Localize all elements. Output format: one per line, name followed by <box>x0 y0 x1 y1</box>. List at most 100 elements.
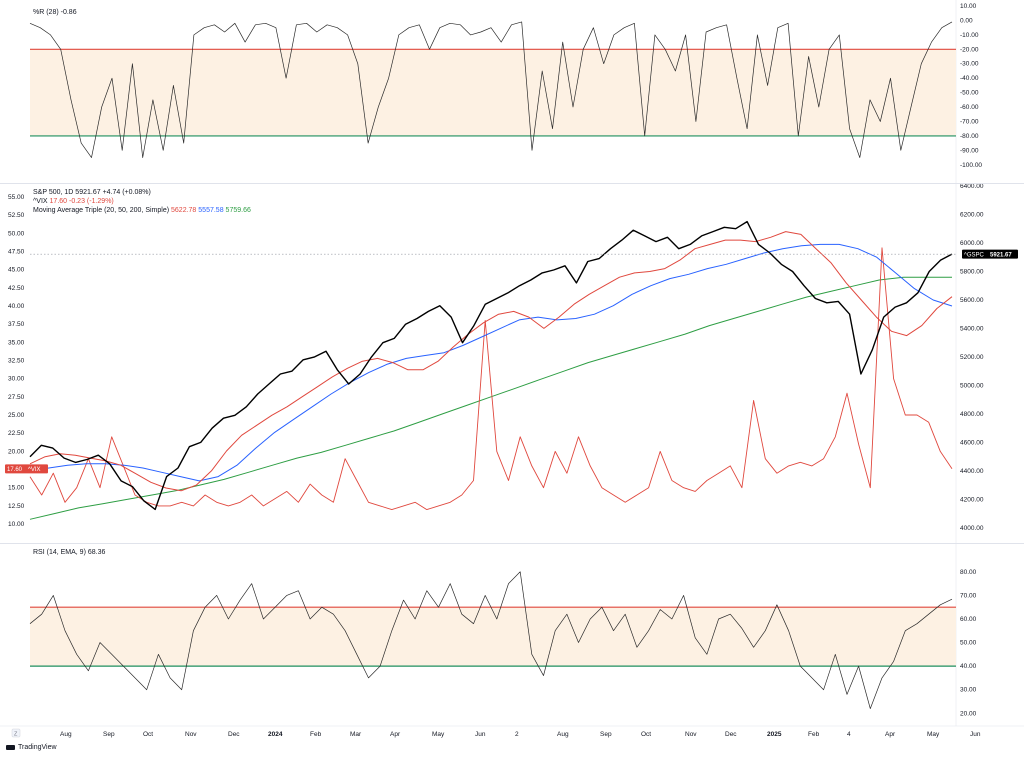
vix-tick-13: 22.50 <box>8 430 25 437</box>
x-tick-3: Nov <box>185 731 197 738</box>
vix-tick-17: 12.50 <box>8 503 25 510</box>
price-value: 5921.67 <box>75 189 101 196</box>
x-tick-11: 2 <box>515 731 519 738</box>
williams-tick-0: 10.00 <box>960 3 977 10</box>
rsi-tick-1: 70.00 <box>960 592 977 599</box>
x-tick-17: 2025 <box>767 731 782 738</box>
x-tick-15: Nov <box>685 731 697 738</box>
rsi-tick-6: 20.00 <box>960 710 977 717</box>
vix-tick-18: 10.00 <box>8 521 25 528</box>
x-tick-16: Dec <box>725 731 737 738</box>
williams-tick-8: -70.00 <box>960 118 979 125</box>
price-tick-8: 4800.00 <box>960 411 984 418</box>
vix-tick-1: 52.50 <box>8 212 25 219</box>
x-tick-2: Oct <box>143 731 153 738</box>
williams-legend: %R (28) -0.86 <box>33 8 77 17</box>
series-gspc <box>29 220 953 511</box>
vix-badge <box>5 464 48 474</box>
vix-tick-2: 50.00 <box>8 230 25 237</box>
williams-tick-9: -80.00 <box>960 133 979 140</box>
rsi-tick-4: 40.00 <box>960 663 977 670</box>
vix-badge-symbol: ^VIX <box>28 467 41 473</box>
price-badge-value: 5921.67 <box>990 252 1012 258</box>
x-tick-10: Jun <box>475 731 486 738</box>
rsi-legend: RSI (14, EMA, 9) 68.36 <box>33 548 105 557</box>
main-legend: S&P 500, 1D 5921.67 +4.74 (+0.08%) ^VIX … <box>33 188 251 215</box>
williams-tick-1: 0.00 <box>960 17 973 24</box>
ma20-value: 5622.78 <box>171 207 197 214</box>
x-tick-9: May <box>432 731 445 738</box>
price-tick-6: 5200.00 <box>960 354 984 361</box>
price-tick-3: 5800.00 <box>960 268 984 275</box>
rsi-tick-2: 60.00 <box>960 616 977 623</box>
timezone-icon: Z <box>14 732 18 738</box>
price-tick-4: 5600.00 <box>960 297 984 304</box>
williams-tick-5: -40.00 <box>960 75 979 82</box>
vix-tick-9: 32.50 <box>8 358 25 365</box>
brand-label: TradingView <box>18 744 57 751</box>
williams-tick-6: -50.00 <box>960 90 979 97</box>
williams-tick-3: -20.00 <box>960 46 979 53</box>
ma200-value: 5759.66 <box>225 207 251 214</box>
price-tick-5: 5400.00 <box>960 325 984 332</box>
rsi-band-fill <box>30 607 956 667</box>
vix-tick-3: 47.50 <box>8 248 25 255</box>
ma-label: Moving Average Triple (20, 50, 200, Simp… <box>33 207 170 214</box>
x-tick-14: Oct <box>641 731 651 738</box>
x-tick-19: 4 <box>847 731 851 738</box>
price-tick-10: 4400.00 <box>960 468 984 475</box>
vix-value: 17.60 <box>49 198 68 205</box>
vix-tick-10: 30.00 <box>8 376 25 383</box>
price-tick-11: 4200.00 <box>960 496 984 503</box>
price-badge-symbol: ^GSPC <box>964 252 984 258</box>
x-tick-4: Dec <box>228 731 240 738</box>
williams-tick-11: -100.00 <box>960 162 982 169</box>
pane-separator-bottom[interactable] <box>0 543 1024 544</box>
vix-tick-4: 45.00 <box>8 267 25 274</box>
williams-line <box>29 21 953 158</box>
x-tick-1: Sep <box>103 731 115 738</box>
williams-tick-10: -90.00 <box>960 147 979 154</box>
series-ma50 <box>29 243 953 482</box>
x-tick-22: Jun <box>970 731 981 738</box>
rsi-line <box>29 571 953 709</box>
rsi-tick-5: 30.00 <box>960 687 977 694</box>
price-tick-1: 6200.00 <box>960 211 984 218</box>
rsi-label: RSI (14, EMA, 9) <box>33 549 86 556</box>
price-change: +4.74 (+0.08%) <box>102 189 151 196</box>
williams-band-fill <box>30 49 956 136</box>
price-tick-0: 6400.00 <box>960 183 984 190</box>
vix-tick-16: 15.00 <box>8 485 25 492</box>
x-tick-7: Mar <box>350 731 362 738</box>
vix-tick-5: 42.50 <box>8 285 25 292</box>
rsi-tick-0: 80.00 <box>960 569 977 576</box>
vix-tick-12: 25.00 <box>8 412 25 419</box>
x-tick-21: May <box>927 731 940 738</box>
vix-tick-7: 37.50 <box>8 321 25 328</box>
timezone-button <box>11 728 21 738</box>
vix-tick-8: 35.00 <box>8 339 25 346</box>
williams-tick-2: -10.00 <box>960 32 979 39</box>
williams-value: -0.86 <box>60 9 77 16</box>
vix-tick-11: 27.50 <box>8 394 25 401</box>
williams-label: %R (28) <box>33 9 59 16</box>
vix-change: -0.23 (-1.29%) <box>69 198 114 205</box>
x-tick-18: Feb <box>808 731 820 738</box>
rsi-tick-3: 50.00 <box>960 640 977 647</box>
x-tick-12: Aug <box>557 731 569 738</box>
vix-label: ^VIX <box>33 198 48 205</box>
x-tick-20: Apr <box>885 731 896 738</box>
series-ma20 <box>29 231 953 492</box>
symbol-label: S&P 500, 1D <box>33 189 74 196</box>
x-tick-6: Feb <box>310 731 322 738</box>
price-tick-12: 4000.00 <box>960 525 984 532</box>
ma50-value: 5557.58 <box>198 207 224 214</box>
ma-legend-row: Moving Average Triple (20, 50, 200, Simp… <box>33 206 251 215</box>
x-tick-0: Aug <box>60 731 72 738</box>
tradingview-icon <box>6 745 15 750</box>
pane-separator-top[interactable] <box>0 183 1024 184</box>
x-tick-8: Apr <box>390 731 401 738</box>
tradingview-logo[interactable]: TradingView <box>6 744 57 751</box>
